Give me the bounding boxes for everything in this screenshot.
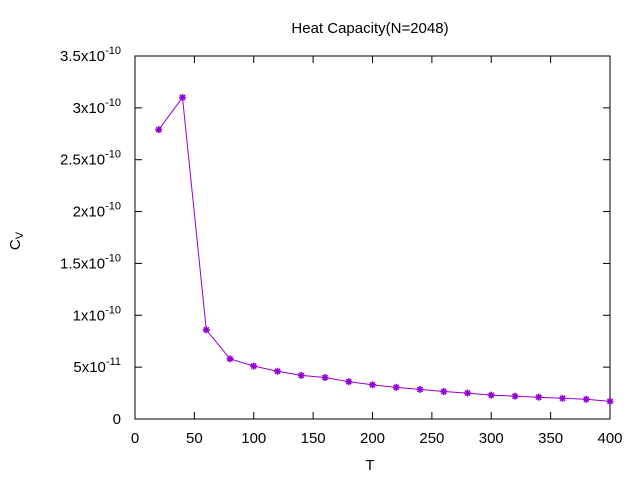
- x-tick-label: 100: [241, 430, 266, 447]
- data-point: [179, 93, 186, 101]
- data-point: [392, 383, 400, 391]
- x-tick-label: 200: [360, 430, 385, 447]
- x-tick-label: 0: [131, 430, 139, 447]
- y-axis-label-main: C: [7, 239, 24, 250]
- y-tick-label: 3x10-10: [73, 97, 121, 117]
- series-layer: [155, 93, 614, 405]
- data-point: [511, 392, 519, 400]
- data-point: [582, 395, 590, 403]
- y-axis: 0 5x10-11 1x10-10 1.5x10-10 2x10-10 2.5x10-10…: [60, 45, 610, 428]
- x-tick-label: 400: [597, 430, 622, 447]
- y-axis-label-sub: V: [14, 231, 26, 239]
- data-point: [369, 381, 376, 389]
- y-tick-label: 0: [113, 411, 121, 428]
- data-point: [487, 391, 495, 399]
- data-point: [250, 362, 258, 370]
- chart-title: Heat Capacity(N=2048): [291, 20, 448, 37]
- data-point: [464, 389, 471, 397]
- data-point: [274, 367, 281, 375]
- y-tick-label: 2.5x10-10: [60, 149, 121, 169]
- y-tick-label: 1.5x10-10: [60, 252, 121, 272]
- y-tick-label: 1x10-10: [73, 304, 121, 324]
- y-axis-label: CV: [7, 231, 26, 250]
- data-point: [226, 355, 234, 363]
- x-axis-label: T: [365, 457, 374, 474]
- data-point: [416, 385, 424, 393]
- x-tick-label: 300: [479, 430, 504, 447]
- data-point: [606, 397, 614, 405]
- y-tick-label: 2x10-10: [73, 201, 121, 221]
- x-tick-label: 150: [301, 430, 326, 447]
- data-point: [345, 378, 353, 386]
- data-point: [297, 371, 305, 379]
- plot-frame: [134, 55, 611, 420]
- data-point: [535, 393, 543, 401]
- x-tick-label: 250: [419, 430, 444, 447]
- data-point: [559, 394, 566, 402]
- data-point: [321, 374, 329, 382]
- y-tick-label: 5x10-11: [73, 356, 121, 376]
- x-tick-label: 350: [538, 430, 563, 447]
- data-point: [440, 388, 448, 396]
- data-point: [155, 126, 163, 134]
- data-point: [202, 326, 210, 334]
- x-tick-label: 50: [186, 430, 203, 447]
- series-line: [158, 96, 611, 402]
- y-tick-label: 3.5x10-10: [60, 45, 121, 65]
- svg-text:CV: CV: [7, 231, 26, 250]
- x-axis: 0 50 100 150 200 250 300 350 400: [131, 56, 623, 447]
